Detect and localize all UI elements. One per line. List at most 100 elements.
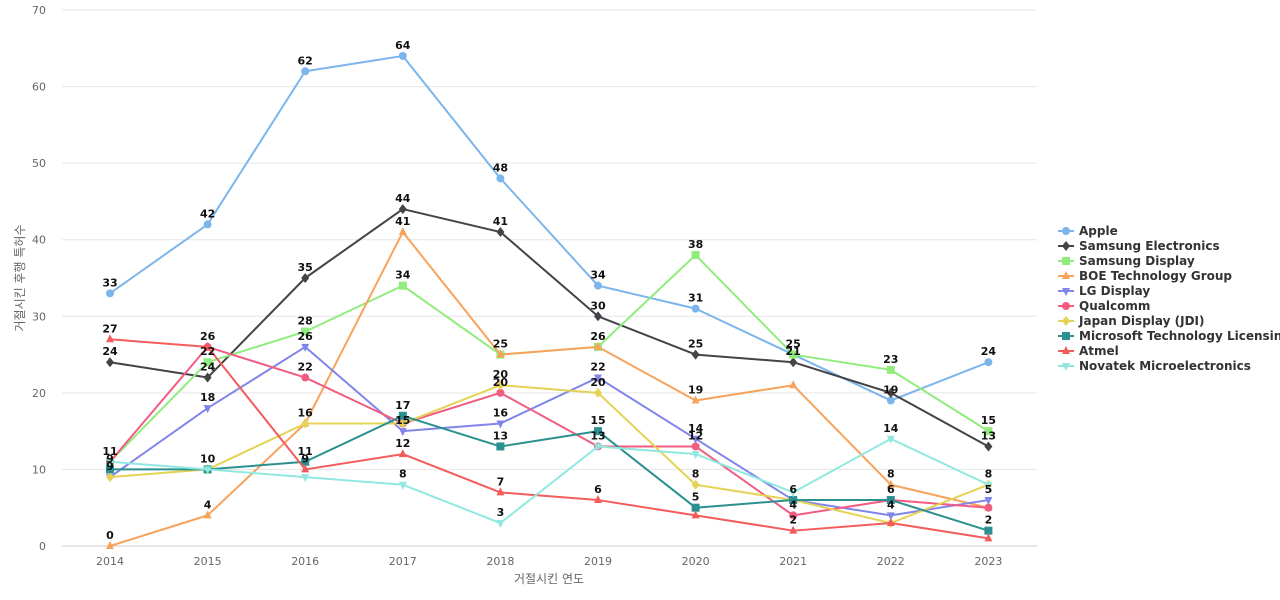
- data-label: 11: [102, 445, 117, 458]
- data-point: [203, 358, 212, 367]
- data-point: [594, 387, 602, 398]
- series-line: [110, 414, 989, 532]
- data-point: [106, 334, 114, 343]
- legend-item[interactable]: Qualcomm: [1058, 299, 1150, 313]
- data-point: [1062, 332, 1070, 340]
- data-point: [301, 373, 310, 382]
- data-label: 9: [301, 452, 309, 465]
- data-point: [301, 464, 310, 473]
- data-point: [1062, 227, 1070, 235]
- series-qualcomm: [106, 342, 993, 520]
- data-label: 8: [399, 468, 407, 481]
- legend-item[interactable]: LG Display: [1058, 284, 1150, 298]
- legend-item[interactable]: Apple: [1058, 224, 1118, 238]
- data-label: 41: [395, 215, 410, 228]
- data-label: 18: [200, 391, 215, 404]
- data-label: 34: [395, 269, 411, 282]
- data-label: 21: [786, 345, 801, 358]
- data-point: [691, 451, 700, 460]
- data-point: [789, 357, 798, 368]
- data-point: [398, 281, 407, 290]
- data-point: [789, 380, 798, 389]
- data-label: 24: [981, 345, 997, 358]
- data-label: 5: [692, 491, 700, 504]
- y-tick-label: 60: [32, 81, 46, 94]
- data-label: 28: [298, 315, 313, 328]
- data-label: 26: [200, 330, 216, 343]
- data-label: 14: [883, 422, 899, 435]
- data-point: [496, 174, 505, 183]
- data-label: 27: [102, 322, 117, 335]
- data-label: 0: [106, 529, 114, 542]
- data-label: 25: [493, 338, 508, 351]
- data-point: [691, 503, 700, 512]
- data-label: 22: [298, 361, 313, 374]
- data-point: [984, 497, 993, 506]
- data-point: [398, 411, 407, 420]
- x-tick-label: 2021: [779, 555, 807, 568]
- legend-item[interactable]: Novatek Microelectronics: [1058, 359, 1251, 373]
- x-tick-label: 2023: [974, 555, 1002, 568]
- legend-item[interactable]: Samsung Electronics: [1058, 239, 1220, 253]
- data-point: [106, 357, 114, 368]
- data-label: 31: [688, 292, 703, 305]
- data-label: 16: [298, 406, 314, 419]
- data-label: 3: [497, 506, 505, 519]
- data-point: [691, 349, 700, 360]
- data-point: [1062, 363, 1070, 371]
- data-label: 22: [200, 345, 215, 358]
- data-point: [106, 458, 114, 467]
- data-label: 42: [200, 207, 215, 220]
- legend-item[interactable]: BOE Technology Group: [1058, 269, 1232, 283]
- data-label: 5: [985, 483, 993, 496]
- x-tick-label: 2016: [291, 555, 319, 568]
- data-label: 20: [590, 376, 606, 389]
- data-point: [886, 479, 895, 488]
- data-label: 26: [298, 330, 314, 343]
- legend-label: LG Display: [1079, 284, 1150, 298]
- legend-item[interactable]: Atmel: [1058, 344, 1119, 358]
- data-label: 9: [106, 460, 114, 473]
- legend-item[interactable]: Japan Display (JDI): [1058, 314, 1204, 328]
- data-label: 10: [200, 452, 216, 465]
- x-axis: 2014 2015 2016 2017 2018 2019 2020 2021 2022 2023: [96, 555, 1002, 568]
- legend-label: Novatek Microelectronics: [1079, 359, 1251, 373]
- data-point: [984, 358, 993, 367]
- data-label: 26: [590, 330, 606, 343]
- x-tick-label: 2014: [96, 555, 124, 568]
- data-point: [594, 374, 602, 383]
- data-point: [984, 427, 993, 436]
- data-point: [496, 520, 505, 529]
- x-tick-label: 2018: [486, 555, 514, 568]
- data-point: [886, 396, 895, 405]
- data-point: [398, 204, 407, 215]
- data-label: 34: [590, 269, 606, 282]
- data-point: [984, 481, 993, 490]
- x-tick-label: 2017: [389, 555, 417, 568]
- data-point: [106, 289, 114, 298]
- series-line: [109, 54, 989, 402]
- grid-lines: [62, 9, 1037, 547]
- data-point: [1062, 302, 1070, 310]
- data-label: 8: [985, 468, 993, 481]
- data-label: 24: [200, 361, 216, 374]
- data-point: [398, 481, 407, 490]
- legend-item[interactable]: Microsoft Technology Licensing: [1058, 329, 1280, 343]
- data-point: [691, 304, 700, 313]
- data-point: [496, 227, 505, 238]
- legend-item[interactable]: Samsung Display: [1058, 254, 1195, 268]
- y-axis-title: 거절시킨 후행 특허수: [12, 225, 27, 332]
- data-point: [789, 350, 798, 359]
- data-label: 13: [981, 429, 996, 442]
- data-label: 48: [493, 161, 508, 174]
- data-label: 44: [395, 192, 411, 205]
- data-point: [301, 343, 310, 352]
- data-point: [984, 533, 993, 542]
- legend-label: Samsung Electronics: [1079, 239, 1220, 253]
- data-label: 6: [594, 483, 602, 496]
- data-point: [691, 510, 700, 519]
- x-tick-label: 2022: [877, 555, 905, 568]
- data-point: [301, 273, 310, 283]
- data-point: [886, 365, 895, 374]
